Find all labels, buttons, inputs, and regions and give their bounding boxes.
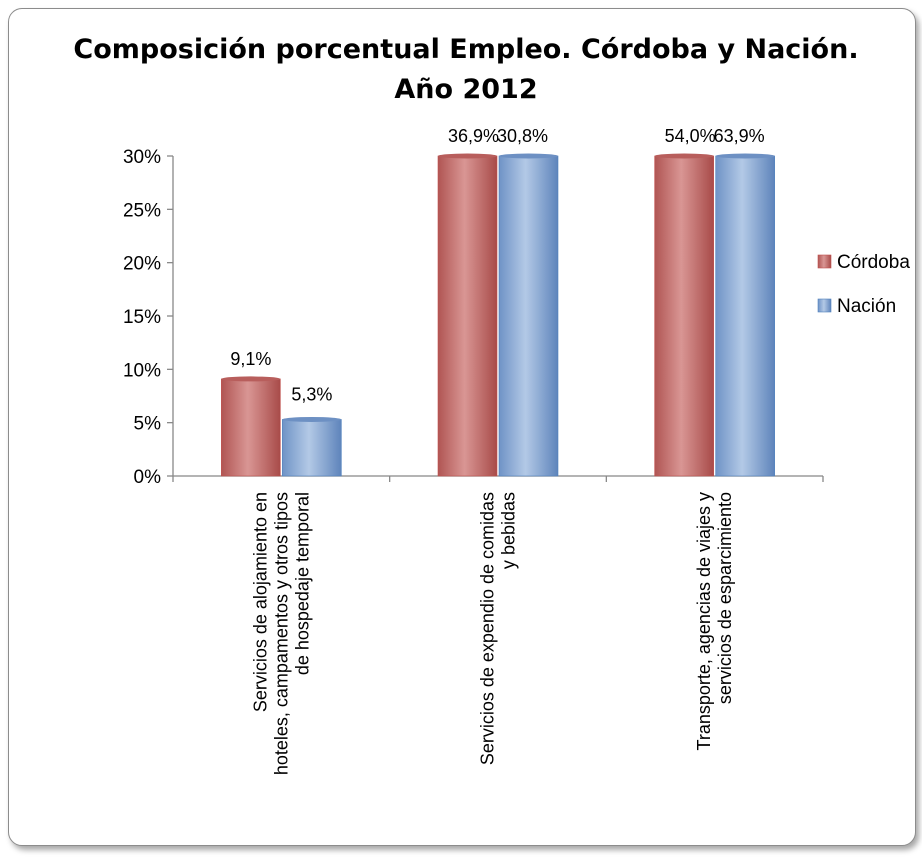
category-label: servicios de esparcimiento (715, 492, 735, 704)
category-label: Servicios de expendio de comidas (478, 492, 498, 765)
y-tick-label: 30% (123, 147, 161, 168)
bar-nación (282, 419, 342, 477)
y-tick-label: 0% (134, 467, 162, 488)
bar-top (221, 376, 281, 382)
bar-top (282, 416, 342, 422)
y-tick-label: 20% (123, 254, 161, 275)
legend-swatch-córdoba (817, 254, 832, 269)
bar-top (654, 153, 714, 159)
bar-top (499, 153, 558, 159)
category-label: hoteles, campamentos y otros tipos (271, 492, 291, 775)
data-label: 54,0% (665, 126, 716, 146)
bar-nación (715, 155, 775, 477)
data-label: 36,9% (448, 126, 499, 146)
bar-córdoba (437, 155, 498, 477)
bar-córdoba (221, 378, 281, 477)
category-label: Servicios de alojamiento en (250, 492, 270, 712)
y-tick-label: 5% (134, 414, 162, 435)
chart-title-line-1: Composición porcentual Empleo. Córdoba y… (73, 34, 858, 65)
bar-nación (498, 155, 559, 477)
y-tick-label: 15% (123, 307, 161, 328)
data-label: 30,8% (497, 126, 548, 146)
category-label: y bebidas (499, 492, 519, 569)
category-label: de hospedaje temporal (292, 492, 312, 675)
bar-top (715, 153, 775, 159)
data-label: 9,1% (230, 349, 271, 369)
bar-córdoba (654, 155, 714, 477)
legend: Córdoba Nación (817, 252, 910, 317)
data-label: 63,9% (714, 126, 765, 146)
category-label: Transporte, agencias de viajes y (694, 492, 714, 750)
plot-area: 0% 5% 10% 15% 20% 25% 30% 9,1% 5,3% Servicios de … (123, 126, 824, 775)
chart-title-line-2: Año 2012 (394, 74, 537, 105)
data-label: 5,3% (291, 384, 332, 404)
y-tick-label: 10% (123, 360, 161, 381)
legend-swatch-nación (817, 298, 832, 313)
legend-label-córdoba: Córdoba (837, 252, 910, 273)
y-tick-label: 25% (123, 200, 161, 221)
bar-top (438, 153, 497, 159)
legend-label-nación: Nación (837, 296, 896, 317)
